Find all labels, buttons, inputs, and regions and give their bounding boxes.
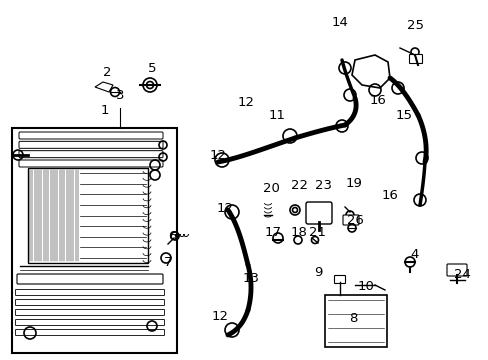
FancyBboxPatch shape [16, 320, 164, 325]
FancyBboxPatch shape [19, 141, 163, 148]
Text: 23: 23 [314, 179, 331, 192]
FancyBboxPatch shape [16, 300, 164, 306]
Text: 19: 19 [345, 176, 362, 189]
FancyBboxPatch shape [17, 274, 163, 284]
Text: 18: 18 [290, 225, 307, 239]
Polygon shape [351, 55, 389, 88]
Text: 12: 12 [237, 95, 254, 108]
FancyBboxPatch shape [446, 264, 466, 276]
FancyBboxPatch shape [19, 132, 163, 139]
Text: 25: 25 [406, 18, 423, 32]
Text: 20: 20 [262, 181, 279, 194]
FancyBboxPatch shape [19, 151, 163, 158]
Text: 12: 12 [216, 202, 233, 215]
FancyBboxPatch shape [305, 202, 331, 224]
FancyBboxPatch shape [334, 275, 345, 284]
Text: 9: 9 [313, 266, 322, 279]
Text: 14: 14 [331, 15, 348, 28]
Bar [28, 168, 148, 263]
Bar [12, 128, 177, 353]
Text: 7: 7 [163, 256, 172, 269]
FancyBboxPatch shape [16, 289, 164, 296]
FancyBboxPatch shape [16, 329, 164, 336]
FancyBboxPatch shape [19, 160, 163, 167]
Text: 17: 17 [264, 225, 281, 239]
Text: 13: 13 [242, 271, 259, 284]
Text: 2: 2 [102, 66, 111, 78]
Bar [325, 295, 386, 347]
Text: 15: 15 [395, 108, 412, 122]
Text: 16: 16 [381, 189, 398, 202]
Text: 21: 21 [309, 225, 326, 239]
Text: 26: 26 [346, 213, 363, 226]
Text: 24: 24 [453, 269, 469, 282]
Text: 22: 22 [290, 179, 307, 192]
Text: 12: 12 [211, 310, 228, 323]
Text: 5: 5 [147, 62, 156, 75]
Polygon shape [95, 82, 113, 92]
Text: 16: 16 [369, 94, 386, 107]
Text: 1: 1 [101, 104, 109, 117]
Text: 4: 4 [410, 248, 418, 261]
Text: 10: 10 [357, 279, 374, 292]
Text: 6: 6 [167, 230, 176, 243]
FancyBboxPatch shape [342, 215, 358, 225]
Text: 3: 3 [116, 89, 124, 102]
Text: 8: 8 [348, 311, 356, 324]
Text: 11: 11 [268, 108, 285, 122]
FancyBboxPatch shape [16, 310, 164, 315]
FancyBboxPatch shape [408, 54, 422, 63]
Text: 12: 12 [209, 149, 226, 162]
